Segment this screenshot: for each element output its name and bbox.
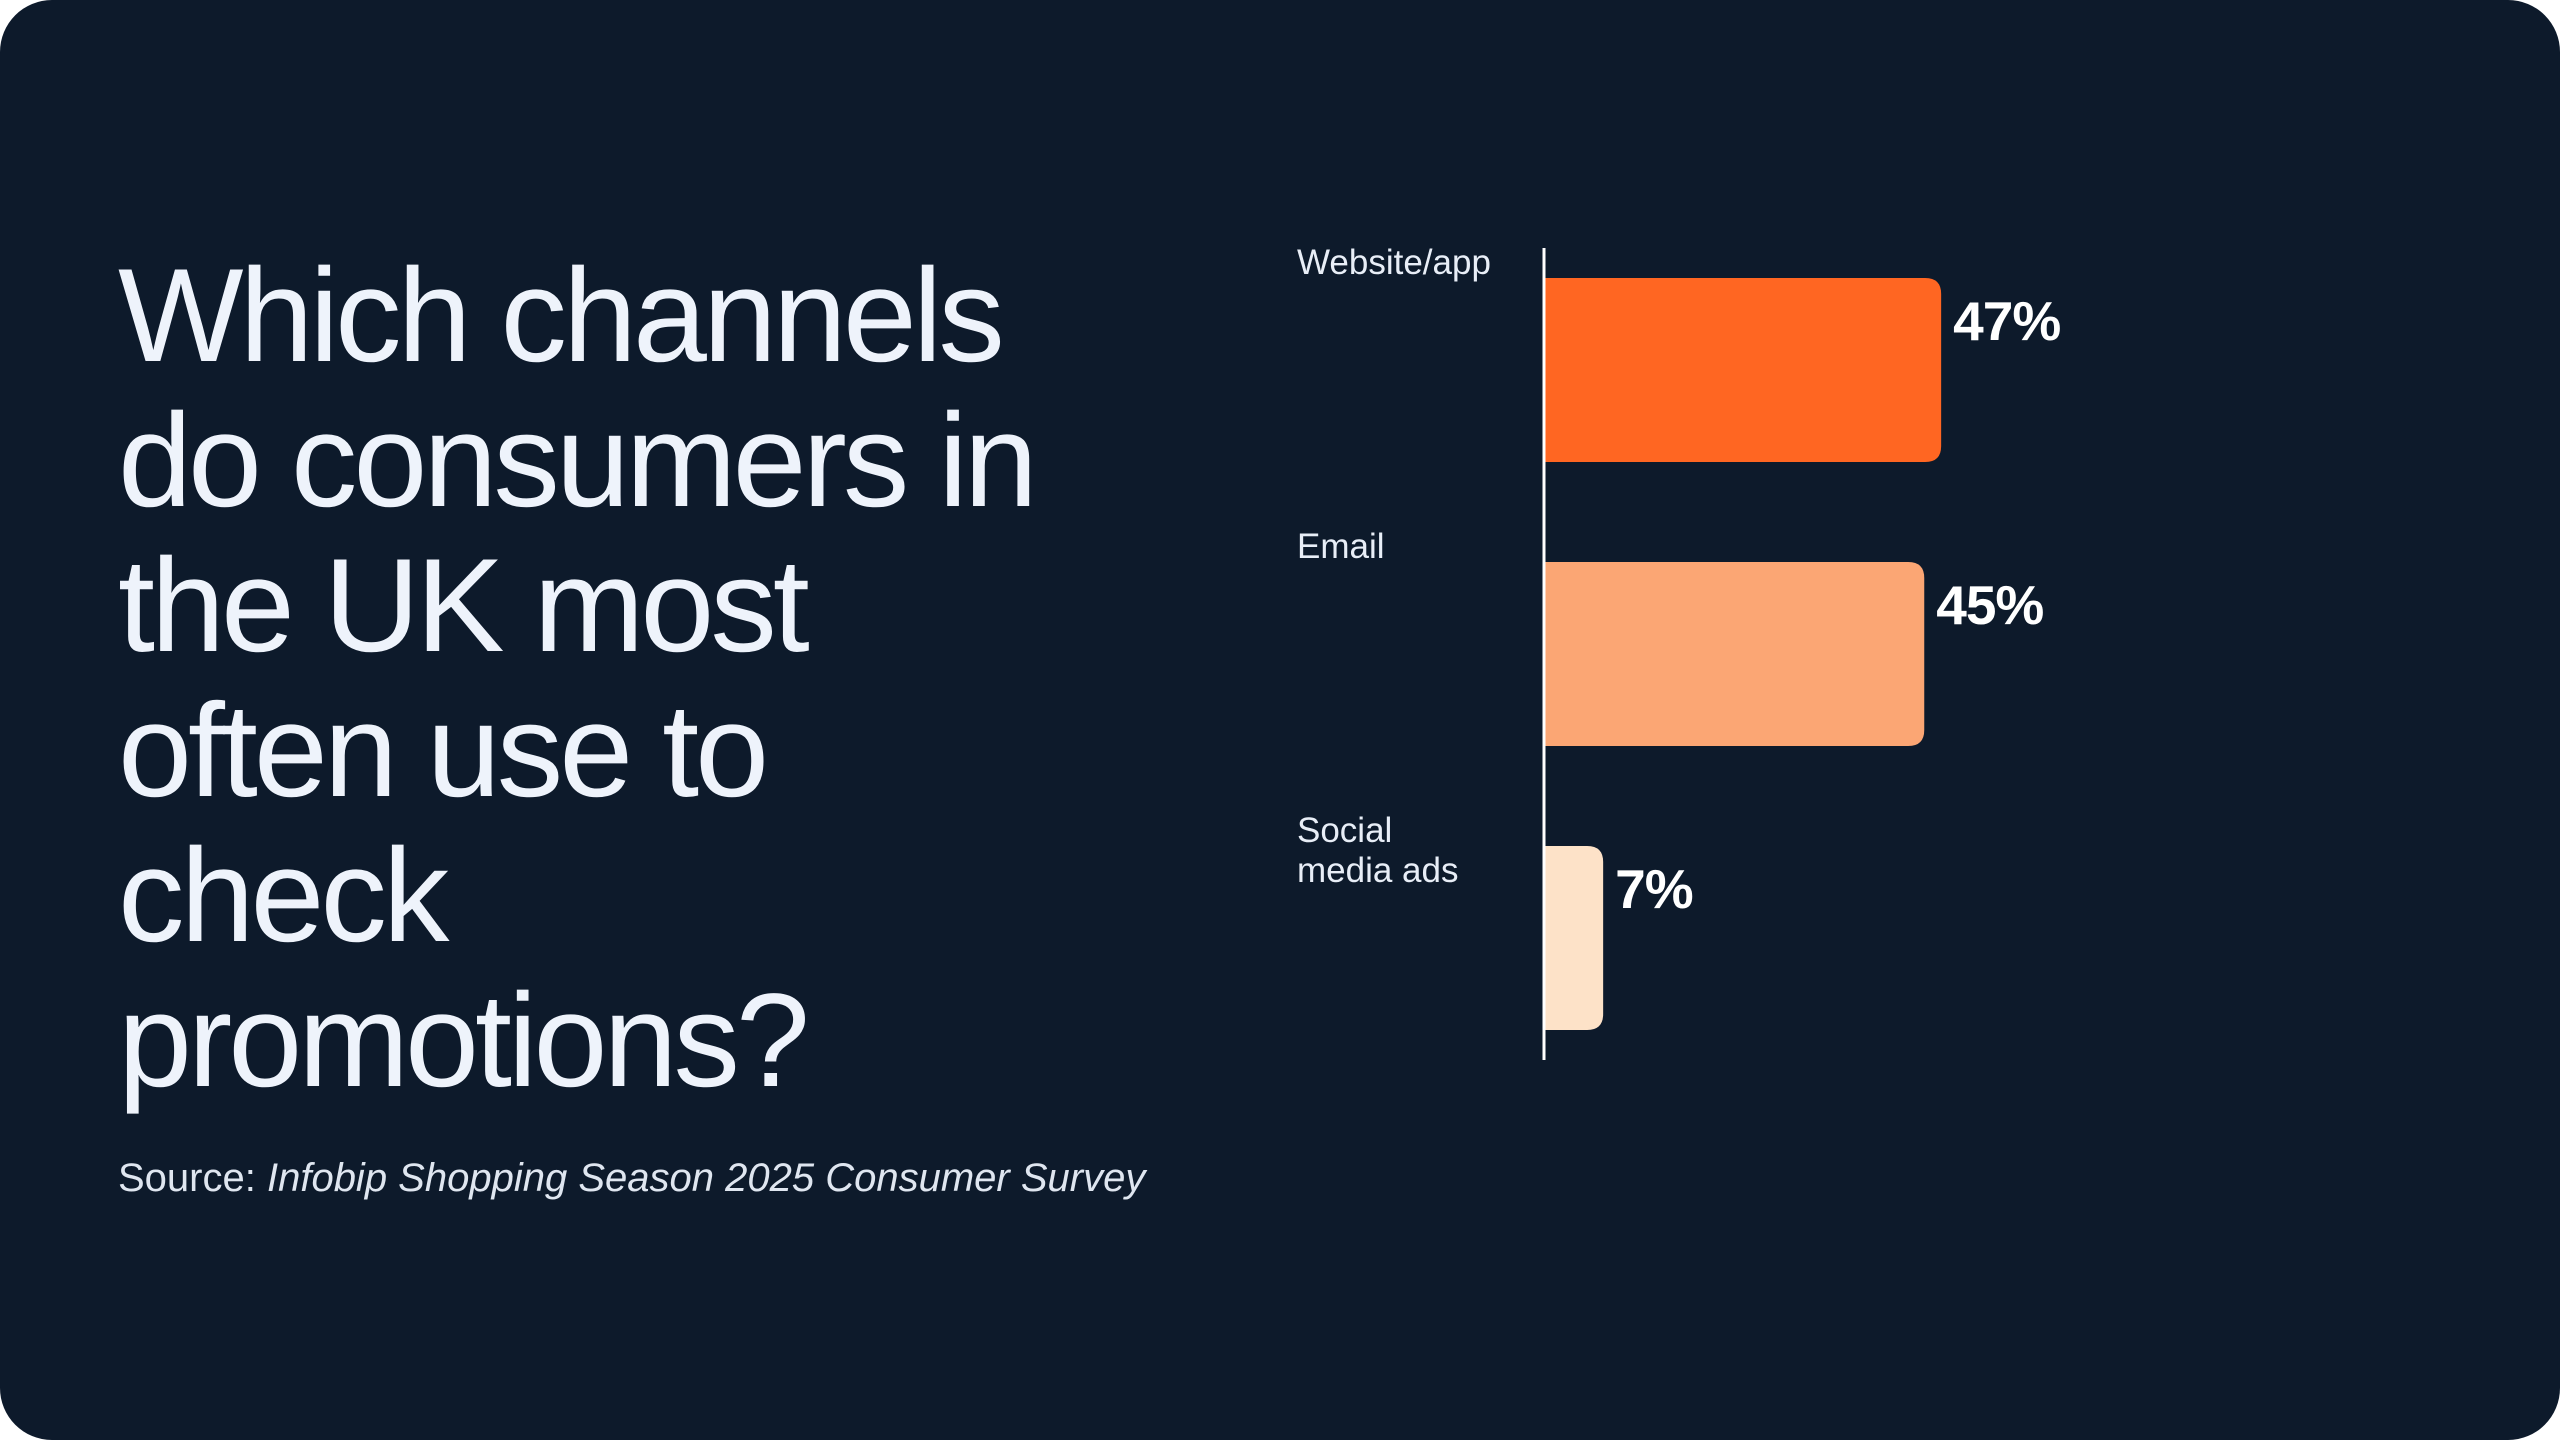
value-label-0: 47%: [1953, 290, 2060, 352]
value-label-1: 45%: [1936, 574, 2043, 636]
value-label-2: 7%: [1615, 858, 1693, 920]
bar-2: [1544, 846, 1604, 1030]
source-publication: Infobip Shopping Season 2025 Consumer Su…: [266, 1156, 1146, 1200]
category-label-line: Website/app: [1297, 243, 1491, 282]
source-note: Source: Infobip Shopping Season 2025 Con…: [118, 1148, 1145, 1208]
channels-bar-chart: Website/app 47% Email 45% Social media ads 7%: [1297, 243, 2061, 1060]
source-prefix: Source:: [118, 1156, 267, 1200]
bar-1: [1544, 562, 1925, 746]
category-label-0: Website/app: [1297, 243, 1491, 282]
category-label-1: Email: [1297, 527, 1385, 566]
bar-0: [1544, 278, 1942, 462]
category-label-line: Email: [1297, 527, 1385, 566]
category-label-2: Social media ads: [1297, 811, 1458, 890]
category-label-line: Social: [1297, 811, 1392, 850]
question-title: Which channels do consumers in the UK mo…: [118, 242, 1038, 1115]
category-label-line: media ads: [1297, 851, 1458, 890]
